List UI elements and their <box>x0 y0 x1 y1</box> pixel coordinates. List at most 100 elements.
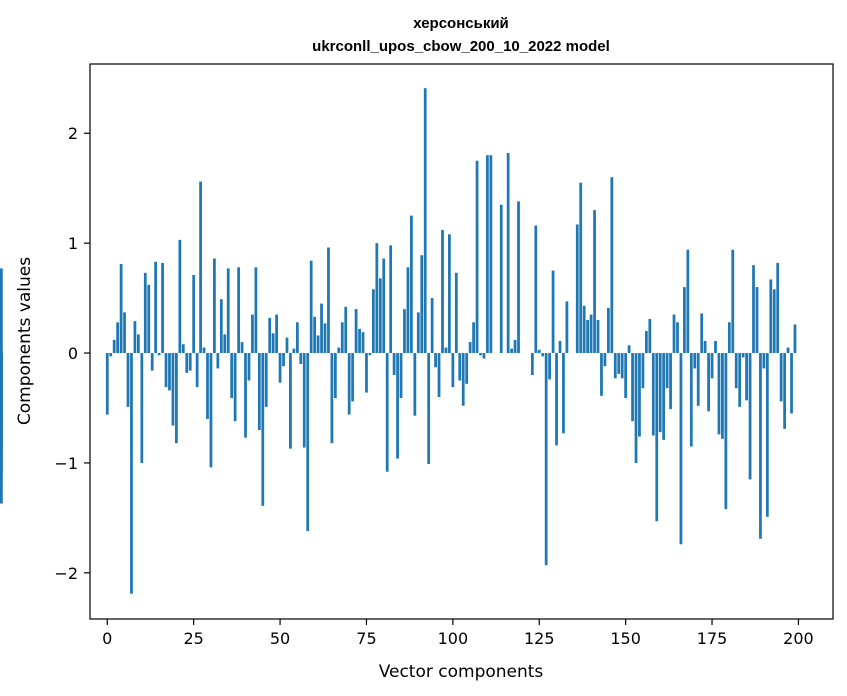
bar <box>147 284 151 354</box>
bar <box>755 287 759 354</box>
bar <box>406 267 410 354</box>
bar <box>385 353 389 472</box>
bar <box>403 309 406 354</box>
bar <box>365 353 368 393</box>
bar <box>565 301 569 354</box>
bar <box>530 353 534 376</box>
bar <box>710 353 714 379</box>
x-tick-label: 125 <box>524 629 555 648</box>
bar <box>451 353 455 388</box>
bar <box>333 353 337 399</box>
bar <box>396 353 399 459</box>
bar <box>313 316 317 354</box>
bar <box>717 353 721 435</box>
y-tick-label: 0 <box>68 344 78 363</box>
bar <box>358 328 361 354</box>
bar <box>631 353 634 422</box>
bar <box>669 353 672 410</box>
bar <box>320 303 323 354</box>
bar <box>603 353 607 367</box>
bar <box>779 353 783 402</box>
bar <box>579 182 583 354</box>
bar <box>641 353 645 389</box>
bar-series <box>0 88 797 594</box>
bar <box>0 353 3 422</box>
y-axis-label: Components values <box>15 257 35 425</box>
bar <box>600 353 603 396</box>
bar <box>368 353 372 356</box>
bar <box>327 247 330 354</box>
x-tick-label: 200 <box>783 629 814 648</box>
bar <box>693 353 697 369</box>
bar <box>662 353 666 440</box>
bar <box>423 88 427 354</box>
bar <box>589 314 593 354</box>
bar <box>434 353 437 368</box>
plot-frame <box>89 63 834 620</box>
bar <box>268 317 272 354</box>
bar <box>686 249 690 354</box>
bar <box>420 255 424 354</box>
bar <box>510 348 513 354</box>
bar <box>389 245 393 354</box>
bar <box>748 353 752 480</box>
bar <box>316 335 320 354</box>
chart-title: херсонський <box>413 15 509 32</box>
bar <box>323 323 327 354</box>
bar <box>375 243 379 354</box>
bar <box>475 160 479 354</box>
bar <box>555 353 558 446</box>
bar <box>244 353 247 438</box>
bar <box>247 353 251 381</box>
bar <box>306 353 310 532</box>
bar <box>254 267 258 354</box>
bar <box>340 322 344 354</box>
x-tick-label: 50 <box>270 629 290 648</box>
bar <box>448 234 451 354</box>
bar <box>337 347 341 354</box>
bar <box>465 353 469 384</box>
bar <box>506 153 510 354</box>
bar <box>347 353 351 415</box>
bar <box>119 264 123 354</box>
bar <box>0 268 3 354</box>
bar <box>655 353 659 522</box>
bar <box>454 272 458 354</box>
bar <box>731 249 735 354</box>
y-tick-label: 1 <box>68 234 78 253</box>
bar <box>734 353 738 389</box>
chart-subtitle: ukrconll_upos_cbow_200_10_2022 model <box>312 38 610 55</box>
bar <box>251 314 254 354</box>
bar <box>762 353 766 369</box>
bar <box>354 309 358 354</box>
bar <box>378 278 382 354</box>
bar <box>351 353 355 402</box>
bar <box>562 353 565 434</box>
bar <box>558 340 562 354</box>
bar <box>175 353 178 444</box>
bar <box>116 322 120 354</box>
bar <box>537 349 541 354</box>
bar <box>696 353 700 406</box>
bar <box>226 268 230 354</box>
bar <box>627 345 631 354</box>
bar <box>634 353 638 463</box>
bar <box>209 353 213 468</box>
bar <box>399 353 403 399</box>
bar <box>613 353 617 379</box>
bar <box>309 260 313 354</box>
x-tick-label: 25 <box>183 629 203 648</box>
bar <box>143 272 147 354</box>
bar <box>544 353 548 566</box>
bar <box>551 270 555 354</box>
bar <box>282 353 285 367</box>
bar <box>157 353 161 356</box>
bar <box>302 353 306 448</box>
bar <box>123 312 126 354</box>
bar <box>178 239 182 354</box>
bar <box>264 353 268 407</box>
bar <box>140 353 144 463</box>
bar <box>486 155 489 354</box>
bar <box>482 353 486 359</box>
